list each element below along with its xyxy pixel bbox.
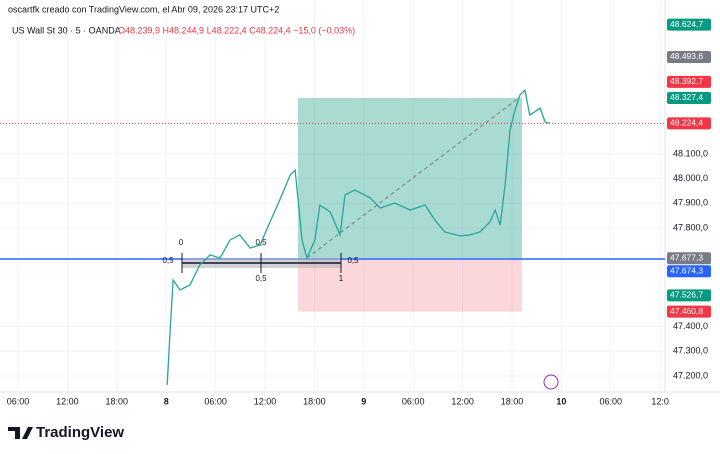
target-zone (298, 97, 522, 259)
price-tag (667, 305, 711, 318)
price-tag-label: 48.224,4 (670, 118, 703, 128)
x-tick-label: 10 (556, 396, 566, 406)
price-tag (667, 265, 711, 278)
logo-text: TradingView (36, 424, 124, 441)
y-tick-label: 47.400,0 (673, 321, 708, 331)
y-tick-label: 48.000,0 (673, 173, 708, 183)
x-tick-label: 18:00 (106, 396, 129, 406)
price-tag-label: 48.624,7 (670, 19, 703, 29)
fib-label: 0,5 (255, 274, 267, 283)
y-tick-label: 47.900,0 (673, 198, 708, 208)
x-tick-label: 06:00 (7, 396, 30, 406)
price-tag-label: 48.392,7 (670, 76, 703, 86)
attribution: oscartfk creado con TradingView.com, el … (8, 4, 279, 14)
price-tag-label: 47.677,3 (670, 253, 703, 263)
price-tag (667, 289, 711, 302)
fib-label: 1 (339, 274, 344, 283)
x-tick-label: 18:00 (501, 396, 524, 406)
price-tag (667, 75, 711, 88)
price-tag-label: 48.493,6 (670, 51, 703, 61)
x-tick-label: 9 (361, 396, 366, 406)
price-tag-label: 47.674,3 (670, 266, 703, 276)
y-tick-label: 47.200,0 (673, 370, 708, 380)
price-tag (667, 117, 711, 130)
grid (0, 0, 665, 392)
x-tick-label: 06:00 (402, 396, 425, 406)
ohlc: O48.239,9 H48.244,9 L48.222,4 C48.224,4 … (118, 25, 355, 35)
fib-label: 0,5 (162, 256, 174, 265)
fib-label: 0,5 (347, 256, 359, 265)
alert-icon[interactable] (543, 374, 559, 390)
x-tick-label: 06:00 (600, 396, 623, 406)
price-line (166, 88, 551, 385)
fib-label: 0 (179, 238, 184, 247)
position-box (0, 96, 665, 312)
price-tag (667, 50, 711, 63)
y-tick-label: 47.800,0 (673, 222, 708, 232)
price-tag (667, 91, 711, 104)
logo: TradingView (8, 424, 124, 441)
price-tag (667, 18, 711, 31)
x-tick-label: 12:00 (56, 396, 79, 406)
x-tick-label: 12:00 (254, 396, 277, 406)
x-tick-label: 12:0 (651, 396, 669, 406)
x-tick-label: 8 (164, 396, 169, 406)
x-tick-label: 12:00 (451, 396, 474, 406)
x-tick-label: 06:00 (204, 396, 227, 406)
y-tick-label: 47.300,0 (673, 346, 708, 356)
x-tick-label: 18:00 (303, 396, 326, 406)
price-tag-label: 48.327,4 (670, 92, 703, 102)
trend-line (306, 96, 521, 259)
y-tick-label: 48.100,0 (673, 148, 708, 158)
price-tag-label: 47.460,8 (670, 306, 703, 316)
price-tag-label: 47.526,7 (670, 290, 703, 300)
price-tag (667, 252, 711, 265)
symbol: US Wall St 30 · 5 · OANDA (12, 25, 121, 35)
